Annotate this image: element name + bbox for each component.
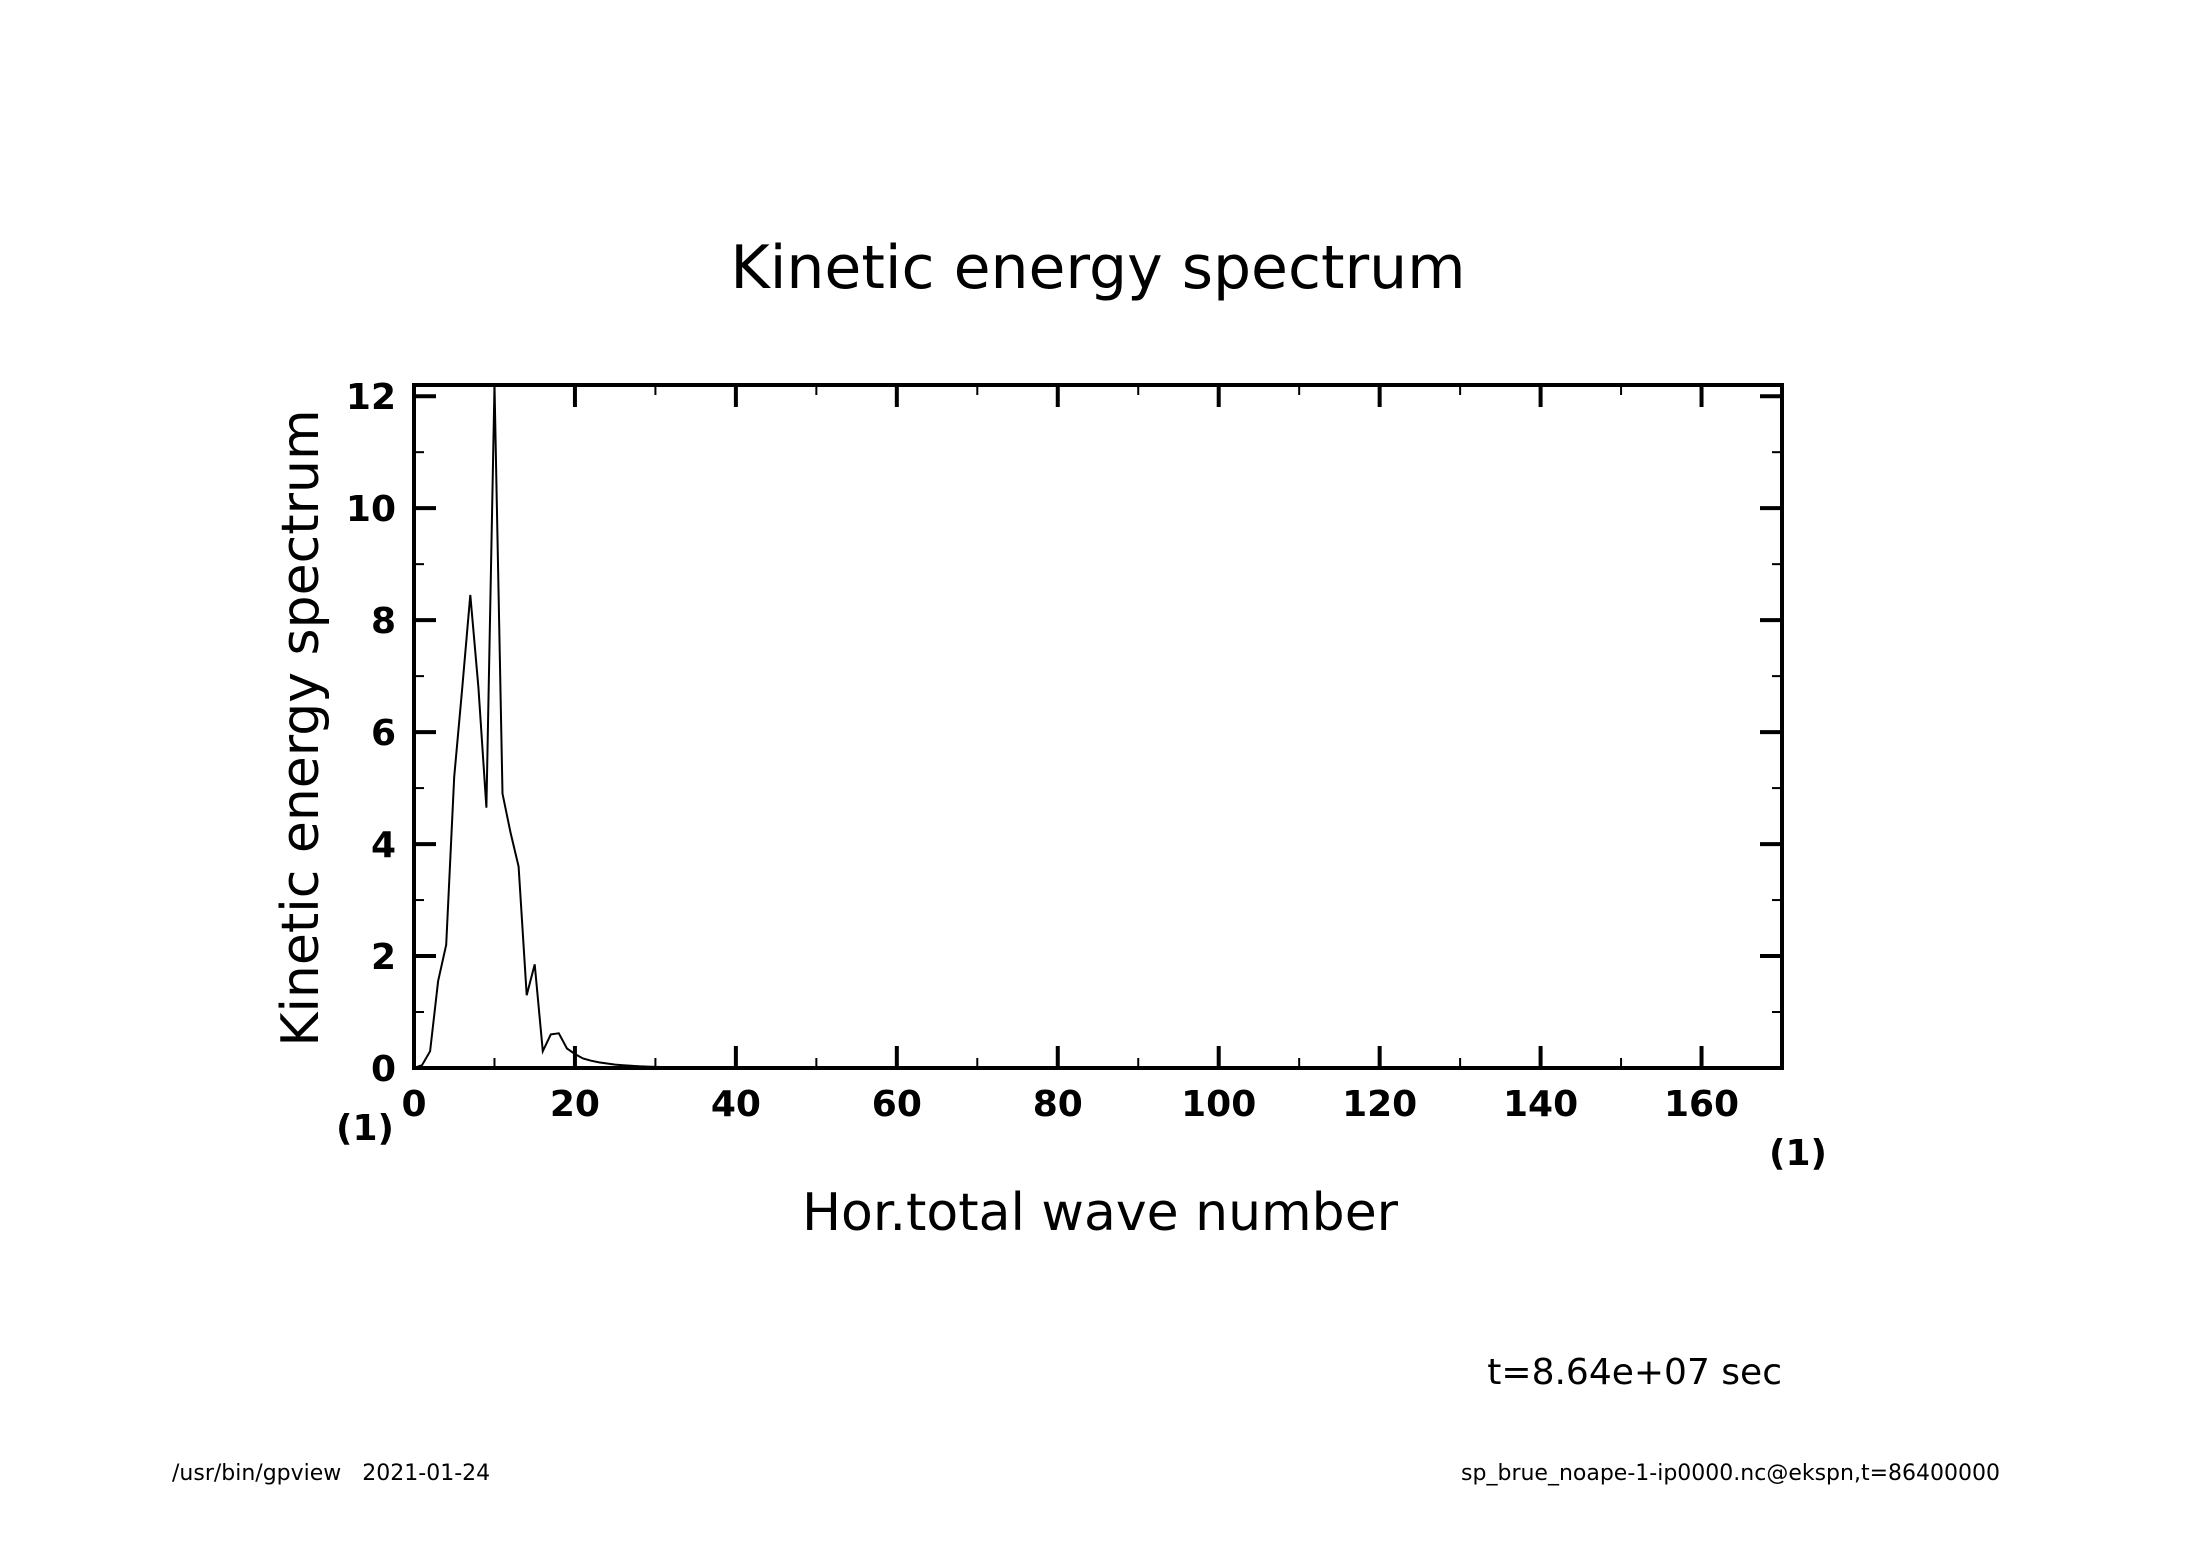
y-tick-label: 2 [371,937,396,978]
x-tick-label: 60 [872,1084,922,1125]
y-tick-label: 4 [371,825,396,866]
y-tick-label: 8 [371,601,396,642]
x-tick-label: 0 [401,1084,426,1125]
x-tick-label: 140 [1503,1084,1578,1125]
plot-frame [412,383,1784,1070]
x-tick-labels: 0 20 40 60 80 100 120 140 160 [401,1084,1739,1125]
x-tick-label: 20 [550,1084,600,1125]
time-annotation: t=8.64e+07 sec [1487,1352,1782,1393]
x-axis-title: Hor.total wave number [802,1183,1399,1243]
y-axis-title: Kinetic energy spectrum [271,409,331,1046]
x-tick-label: 100 [1181,1084,1256,1125]
y-tick-label: 0 [371,1049,396,1090]
x-tick-label: 160 [1664,1084,1739,1125]
x-tick-label: 120 [1342,1084,1417,1125]
x-unit-label: (1) [1769,1133,1827,1174]
y-tick-labels: 0 2 4 6 8 10 12 [346,377,396,1090]
plot-area: 0 20 40 60 80 100 120 140 160 0 2 4 6 8 10 12 [346,377,1784,1125]
chart-title: Kinetic energy spectrum [730,233,1465,303]
y-tick-label: 10 [346,489,396,530]
axis-ticks [412,385,1783,1070]
y-tick-label: 12 [346,377,396,418]
footer-left: /usr/bin/gpview 2021-01-24 [172,1461,490,1486]
footer-right: sp_brue_noape-1-ip0000.nc@ekspn,t=864000… [1461,1461,2000,1486]
x-tick-label: 40 [711,1084,761,1125]
series-line [413,384,1782,1069]
y-unit-label: (1) [336,1108,394,1149]
x-tick-label: 80 [1033,1084,1083,1125]
y-tick-label: 6 [371,713,396,754]
